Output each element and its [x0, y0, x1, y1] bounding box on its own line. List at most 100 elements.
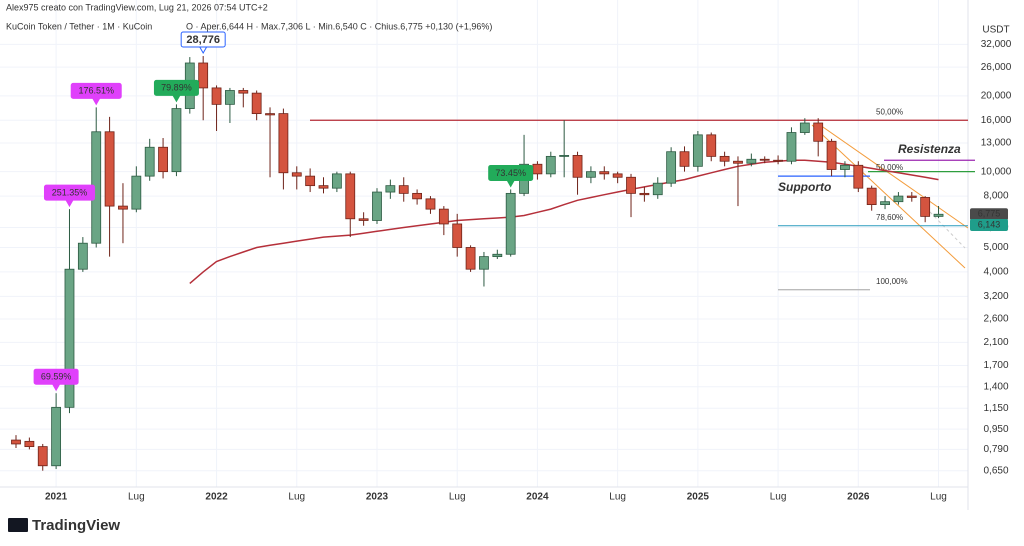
moving-average: [189, 159, 939, 284]
candle-body: [211, 87, 222, 105]
candle-body: [799, 122, 810, 133]
candle-body: [265, 113, 275, 116]
candle-body: [559, 155, 570, 157]
candle-body: [251, 92, 262, 115]
channel-line: [811, 124, 966, 269]
y-tick-label: 2,600: [983, 314, 1008, 325]
candle-body: [786, 132, 797, 162]
y-tick-label: 4,000: [983, 267, 1008, 278]
candle-body: [305, 175, 316, 187]
price-badge-label: 6,143: [978, 219, 1001, 229]
candle-body: [412, 192, 423, 200]
callout-label: 79.89%: [161, 83, 192, 93]
projection-line: [929, 211, 966, 249]
callout-pointer: [198, 45, 208, 55]
note: Supporto: [778, 180, 831, 194]
candle-body: [118, 205, 128, 210]
candle-body: [505, 192, 516, 255]
candle-body: [933, 213, 944, 217]
candle-body: [144, 146, 155, 177]
candle-body: [465, 247, 476, 270]
candle-body: [706, 134, 717, 157]
candle-body: [24, 440, 35, 448]
x-tick-label: Lug: [609, 492, 626, 503]
candle-body: [372, 191, 382, 221]
callout-pointer: [65, 198, 74, 208]
y-tick-label: 2,100: [983, 337, 1008, 348]
y-tick-label: 1,700: [983, 360, 1008, 371]
x-tick-label: Lug: [128, 492, 145, 503]
candle-body: [813, 122, 824, 142]
candle-body: [692, 134, 703, 167]
note: Resistenza: [898, 142, 961, 156]
callout-pointer: [51, 382, 61, 392]
candle-body: [866, 187, 877, 206]
price-badge: [970, 218, 1008, 231]
candle-body: [479, 256, 489, 270]
callout-box: [180, 31, 226, 48]
callout-pointer: [506, 179, 516, 188]
x-tick-label: Lug: [449, 492, 466, 503]
candle-body: [906, 195, 917, 198]
y-tick-label: 0,650: [983, 465, 1008, 476]
logo-mark: [8, 518, 28, 532]
callout-label: 73.45%: [495, 168, 526, 178]
candle-body: [920, 197, 931, 217]
candle-body: [759, 158, 770, 161]
candle-body: [452, 223, 463, 248]
y-tick-label: 20,000: [981, 90, 1012, 101]
x-tick-label: 2022: [205, 492, 228, 503]
candle-body: [893, 195, 904, 203]
callout-label: 69.59%: [41, 372, 72, 382]
candle-body: [719, 155, 730, 162]
header: Alex975 creato con TradingView.com, Lug …: [6, 2, 268, 12]
candle-body: [532, 163, 543, 175]
candle-body: [572, 155, 583, 178]
candle-body: [612, 173, 623, 178]
candle-body: [398, 185, 409, 194]
x-tick-label: 2026: [847, 492, 870, 503]
candle-body: [104, 131, 115, 207]
candle-body: [158, 146, 168, 173]
candle-body: [345, 173, 356, 220]
x-tick-label: Lug: [770, 492, 787, 503]
channel-line: [819, 124, 969, 229]
level-label: 50,00%: [876, 107, 903, 116]
callout-label: 28,776: [186, 34, 220, 46]
candle-body: [198, 62, 209, 89]
level-label: 50,00%: [876, 163, 903, 172]
candle-body: [880, 201, 890, 206]
candle-body: [291, 172, 302, 177]
candle-body: [586, 171, 596, 178]
candle-body: [77, 242, 88, 270]
title: KuCoin Token / Tether · 1M · KuCoin: [6, 21, 152, 31]
level-label: 78,60%: [876, 213, 903, 222]
candle-body: [131, 175, 142, 210]
level-label: 100,00%: [876, 277, 908, 286]
y-tick-label: 8,000: [983, 191, 1008, 202]
candle-body: [545, 155, 556, 175]
candle-body: [225, 90, 235, 105]
candle-body: [652, 182, 663, 196]
candle-body: [358, 218, 369, 221]
callout-box: [70, 82, 122, 99]
brand: TradingView: [32, 517, 120, 534]
candle-body: [679, 151, 690, 167]
y-tick-label: 32,000: [981, 39, 1012, 50]
y-tick-label: 1,150: [983, 403, 1008, 414]
candle-body: [278, 113, 289, 174]
callout-pointer: [91, 97, 101, 106]
ohlc-text: O · Aper.6,644 H · Max.7,306 L · Min.6,5…: [186, 21, 492, 31]
y-tick-label: 13,000: [981, 138, 1012, 149]
x-tick-label: Lug: [930, 492, 947, 503]
y-tick-label: 5,000: [983, 242, 1008, 253]
candle-body: [599, 171, 610, 175]
candle-body: [773, 159, 783, 162]
currency: USDT: [982, 25, 1009, 36]
price-badge: [970, 208, 1008, 221]
candle-body: [171, 108, 182, 173]
candle-body: [639, 192, 650, 196]
callout-box: [33, 368, 79, 385]
